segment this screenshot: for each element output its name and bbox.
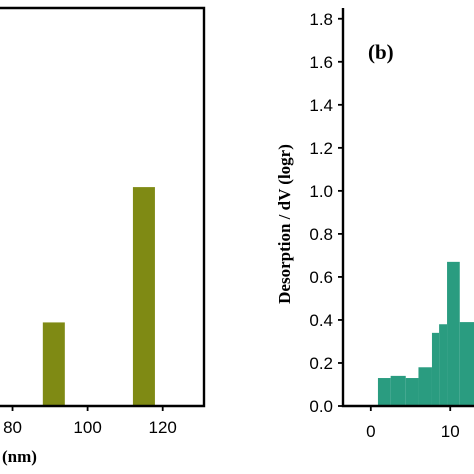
- panel-a-x-tick-label: 80: [3, 418, 22, 437]
- panel-b-label: (b): [368, 40, 394, 64]
- panel-a-x-tick-label: 120: [149, 418, 177, 437]
- panel-a-bar: [132, 187, 155, 406]
- panel-b-bar: [418, 367, 432, 406]
- panel-b-x-tick-label: 10: [441, 422, 460, 441]
- panel-a-bar: [42, 322, 65, 406]
- panel-a-bar-chart: 80 100 120 (nm): [0, 6, 206, 466]
- panel-b-bar: [447, 261, 460, 406]
- panel-b-y-tick-label: 0.2: [309, 354, 333, 373]
- panel-b-bar: [390, 375, 406, 406]
- panel-b-y-tick-label: 0.4: [309, 311, 333, 330]
- panel-b-bar: [439, 324, 448, 406]
- panel-b-y-tick-label: 1.2: [309, 139, 333, 158]
- panel-b-y-tick-label: 0.0: [309, 397, 333, 416]
- panel-b-histogram: 0.0 0.2 0.4 0.6 0.8 1.0 1.2 1.4 1.6 1.8 0 10 (b) Deso…: [275, 8, 474, 441]
- panel-b-bar: [405, 378, 419, 406]
- panel-b-y-axis-title: Desorption / dV (logr): [275, 144, 294, 304]
- panel-b-y-tick-label: 1.6: [309, 53, 333, 72]
- panel-b-y-tick-label: 1.8: [309, 10, 333, 29]
- panel-b-y-tick-label: 0.8: [309, 225, 333, 244]
- panel-a-x-axis-title: (nm): [2, 447, 37, 466]
- panel-a-frame: [0, 6, 206, 408]
- panel-a-x-tick-label: 100: [73, 418, 101, 437]
- panel-b-y-tick-label: 1.4: [309, 96, 333, 115]
- panel-b-y-tick-label: 1.0: [309, 182, 333, 201]
- panel-b-bar: [377, 378, 391, 406]
- panel-b-bar: [431, 332, 440, 406]
- panel-b-x-tick-label: 0: [366, 422, 375, 441]
- panel-b-bar: [459, 322, 474, 406]
- panel-b-y-tick-label: 0.6: [309, 268, 333, 287]
